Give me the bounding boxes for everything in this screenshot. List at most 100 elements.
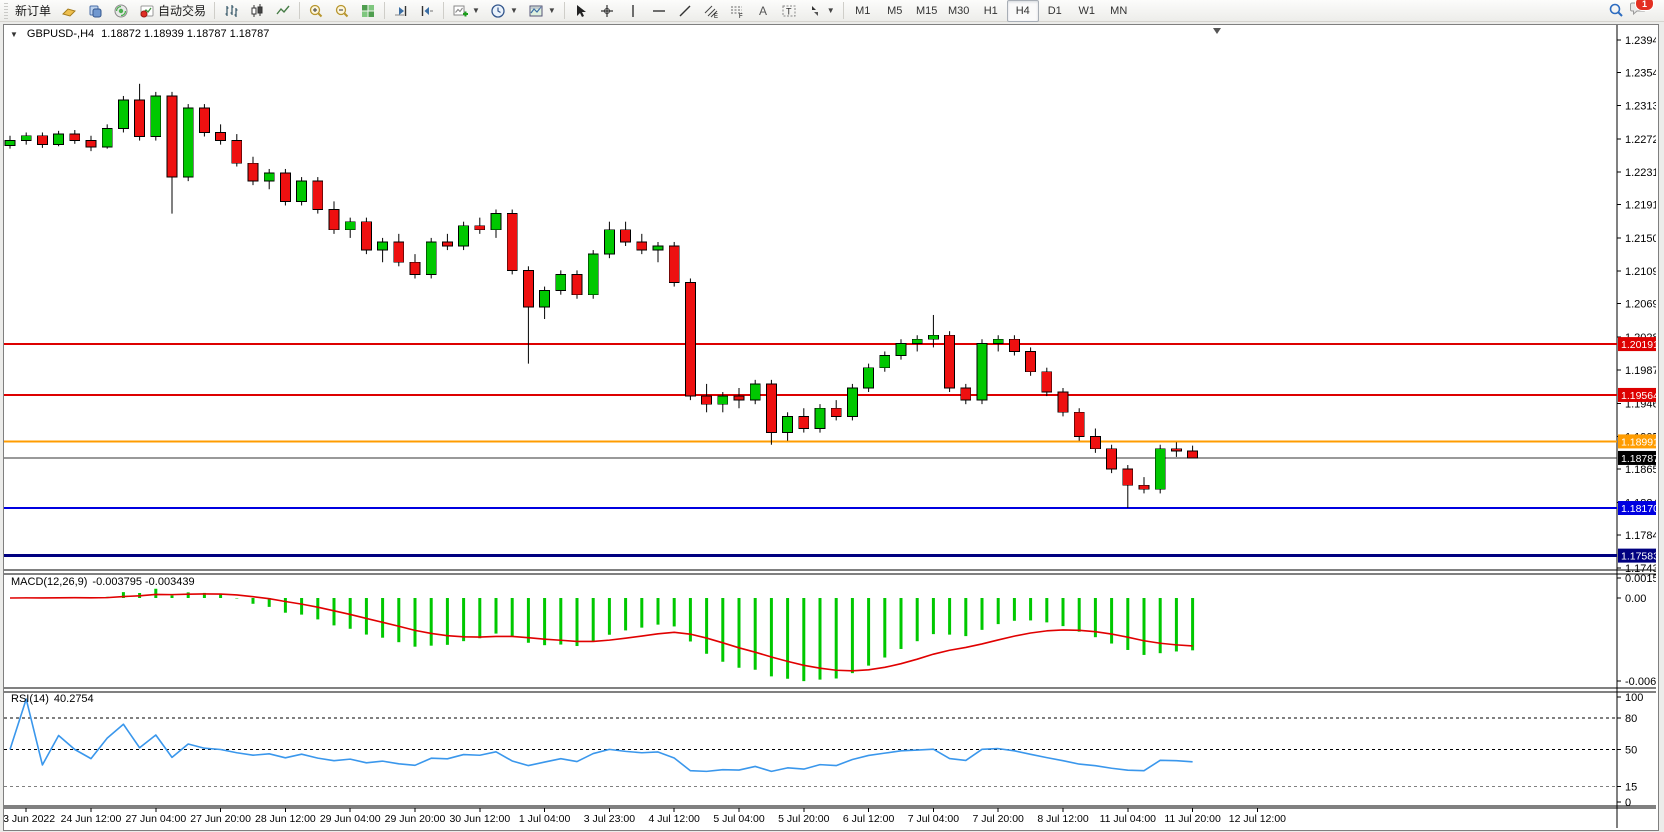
new-order-button[interactable]: 新订单 bbox=[10, 0, 56, 22]
clock-icon bbox=[491, 3, 505, 18]
autotrading-button[interactable]: 自动交易 bbox=[134, 0, 211, 22]
candle-body bbox=[215, 132, 227, 141]
fibonacci-button[interactable]: F bbox=[724, 0, 750, 22]
price-line-badge bbox=[1618, 337, 1656, 352]
zoom-out-button[interactable] bbox=[329, 0, 355, 22]
line-chart-button[interactable] bbox=[270, 0, 296, 22]
candle-body bbox=[766, 383, 777, 433]
candle-body bbox=[733, 395, 745, 401]
timeframe-toolbar: M1 M5 M15 M30 H1 H4 D1 W1 MN bbox=[847, 0, 1135, 22]
candle-body bbox=[620, 229, 631, 243]
candle-body bbox=[441, 241, 453, 247]
candle-body bbox=[798, 415, 810, 429]
timeframe-button-M1[interactable]: M1 bbox=[855, 4, 871, 17]
time-label: 5 Jul 04:00 bbox=[713, 813, 765, 825]
timeframe-button-MN[interactable]: MN bbox=[1110, 4, 1128, 17]
candle-body bbox=[976, 342, 988, 401]
svg-text:T: T bbox=[786, 6, 792, 16]
line-chart-icon bbox=[276, 5, 290, 14]
toolbar-separator bbox=[842, 2, 844, 19]
gold-bar-icon-button[interactable] bbox=[56, 0, 82, 22]
zoom-in-button[interactable] bbox=[303, 0, 329, 22]
timeframe-button-M30[interactable]: M30 bbox=[948, 4, 970, 17]
profiles-button[interactable] bbox=[82, 0, 108, 22]
chart-title-bar: ▼ GBPUSD-,H4 1.18872 1.18939 1.18787 1.1… bbox=[10, 28, 269, 40]
toolbar-grip[interactable] bbox=[4, 2, 8, 19]
svg-text:F: F bbox=[739, 14, 743, 19]
price-tick-label: 1.21910 bbox=[1625, 200, 1656, 212]
text-button[interactable]: A bbox=[750, 0, 776, 22]
chart-canvas[interactable]: 1.23940 1.23540 1.23130 1.22720 1.22310 1.219… bbox=[4, 25, 1656, 828]
templates-button[interactable]: ▼ bbox=[523, 0, 561, 22]
candle-body bbox=[1187, 450, 1198, 459]
candle-body bbox=[1009, 338, 1020, 352]
tile-windows-icon bbox=[362, 4, 375, 17]
tile-windows-button[interactable] bbox=[355, 0, 381, 22]
equidistant-channel-button[interactable]: E bbox=[698, 0, 724, 22]
macd-signal-line bbox=[9, 593, 1193, 672]
price-line-badge-label: 1.18991 bbox=[1621, 436, 1656, 448]
auto-scroll-button[interactable] bbox=[388, 0, 414, 22]
crosshair-button[interactable] bbox=[594, 0, 620, 22]
horizontal-line-icon bbox=[652, 9, 665, 12]
price-line-badge-label: 1.20191 bbox=[1621, 339, 1656, 351]
horizontal-line-button[interactable] bbox=[646, 0, 672, 22]
price-line-badge bbox=[1618, 450, 1656, 465]
price-tick-label: 1.21090 bbox=[1625, 266, 1656, 278]
candle-body bbox=[847, 387, 858, 417]
timeframe-button-H4[interactable]: H4 bbox=[1006, 0, 1039, 22]
chart-symbol-timeframe: GBPUSD-,H4 bbox=[26, 28, 95, 40]
candle-body bbox=[279, 172, 291, 202]
timeframe-button-D1[interactable]: D1 bbox=[1047, 4, 1062, 17]
arrows-button[interactable]: ▼ bbox=[802, 0, 840, 22]
timeframe-button-M5[interactable]: M5 bbox=[887, 4, 903, 17]
candle-body bbox=[101, 128, 113, 148]
candle-body bbox=[1041, 371, 1053, 393]
price-tick-label: 1.23940 bbox=[1625, 35, 1656, 47]
zoom-out-icon bbox=[335, 4, 349, 17]
bar-chart-icon bbox=[225, 4, 238, 17]
candle-body bbox=[636, 241, 648, 251]
text-icon: A bbox=[759, 4, 767, 18]
price-line-badge-label: 1.18170 bbox=[1621, 503, 1656, 515]
timeframe-button-M15[interactable]: M15 bbox=[916, 4, 938, 17]
chat-button[interactable]: 1 bbox=[1630, 0, 1654, 21]
candle-body bbox=[1171, 448, 1182, 452]
candle-body bbox=[571, 274, 583, 296]
text-label-button[interactable]: T bbox=[776, 0, 802, 22]
candle-body bbox=[782, 415, 793, 433]
chart-shift-button[interactable] bbox=[414, 0, 440, 22]
search-button[interactable] bbox=[1603, 0, 1630, 22]
time-label: 3 Jul 23:00 bbox=[584, 813, 636, 825]
candle-body bbox=[118, 99, 129, 129]
candle-body bbox=[928, 334, 939, 340]
time-label: 27 Jun 20:00 bbox=[190, 813, 251, 825]
time-label: 23 Jun 2022 bbox=[4, 813, 55, 825]
candle-body bbox=[20, 135, 32, 141]
candle-body bbox=[360, 221, 372, 251]
candle-body bbox=[53, 133, 64, 146]
candlestick-chart-button[interactable] bbox=[244, 0, 270, 22]
add-indicator-button[interactable]: ▼ bbox=[447, 0, 485, 22]
vertical-line-button[interactable] bbox=[620, 0, 646, 22]
timeframe-button-W1[interactable]: W1 bbox=[1078, 4, 1095, 17]
periods-button[interactable]: ▼ bbox=[485, 0, 523, 22]
signal-button[interactable] bbox=[108, 0, 134, 22]
bar-chart-button[interactable] bbox=[218, 0, 244, 22]
price-tick-label: 1.23130 bbox=[1625, 101, 1656, 113]
candle-body bbox=[231, 140, 243, 164]
timeframe-button-H1[interactable]: H1 bbox=[983, 4, 998, 17]
candle-body bbox=[685, 282, 696, 397]
price-line-badge bbox=[1618, 434, 1656, 449]
crosshair-icon bbox=[600, 4, 613, 17]
cursor-button[interactable] bbox=[568, 0, 594, 22]
trendline-button[interactable] bbox=[672, 0, 698, 22]
candle-body bbox=[944, 334, 955, 389]
candle-body bbox=[328, 209, 340, 231]
quick-trade-caret-icon[interactable]: ▼ bbox=[10, 29, 18, 39]
candle-body bbox=[1025, 351, 1036, 373]
macd-values: -0.003795 -0.003439 bbox=[92, 576, 195, 588]
candle-body bbox=[134, 99, 146, 137]
time-label: 8 Jul 12:00 bbox=[1037, 813, 1089, 825]
